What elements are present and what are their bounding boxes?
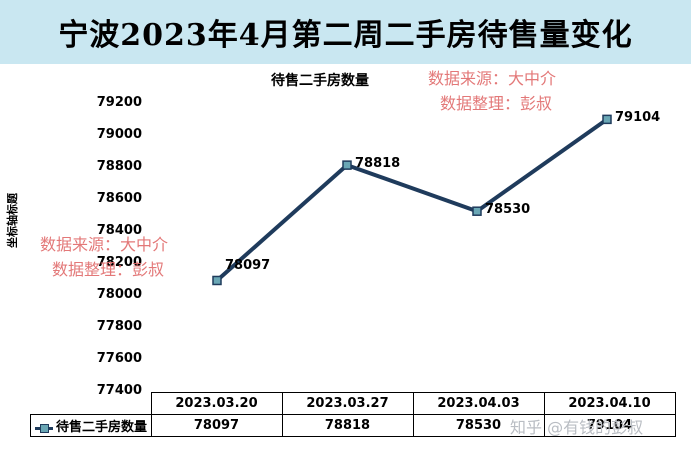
y-tick-label: 78200 (96, 255, 142, 270)
data-table-cell: 78097 (150, 414, 283, 437)
watermark-line: 数据来源：大中介 (428, 69, 557, 88)
legend-entry: 待售二手房数量 (30, 414, 152, 437)
data-table: 2023.03.20 2023.03.27 2023.04.03 2023.04… (30, 392, 676, 437)
zhihu-watermark: 知乎 @有钱的彭叔 (510, 418, 644, 437)
data-label: 78530 (485, 202, 531, 218)
data-label: 78097 (225, 258, 271, 274)
data-table-row: 待售二手房数量 78097 78818 78530 79104 (30, 414, 676, 437)
legend-label: 待售二手房数量 (56, 420, 148, 435)
y-tick-label: 79200 (96, 95, 142, 110)
y-tick-label: 78800 (96, 159, 142, 174)
y-tick-label: 79000 (96, 127, 142, 142)
data-table-header: 2023.04.10 (543, 392, 676, 415)
y-tick-label: 78600 (96, 191, 142, 206)
data-table-header: 2023.04.03 (412, 392, 545, 415)
data-point-marker (342, 160, 352, 170)
data-label: 79104 (615, 110, 661, 126)
watermark-left: 数据来源：大中介 数据整理：彭叔 (40, 232, 168, 282)
data-table-corner (30, 392, 152, 415)
watermark-line: 数据整理：彭叔 (52, 260, 165, 279)
data-point-marker (602, 114, 612, 125)
data-table-header: 2023.03.27 (281, 392, 414, 415)
legend-line-marker-icon (35, 423, 53, 433)
data-label: 78818 (355, 156, 401, 172)
data-point-marker (212, 275, 222, 286)
data-table-cell: 78530 (412, 414, 545, 437)
series-line (215, 117, 609, 282)
watermark-right: 数据来源：大中介 数据整理：彭叔 (428, 66, 556, 116)
watermark-line: 数据来源：大中介 (40, 235, 169, 254)
y-tick-label: 77600 (96, 351, 142, 366)
y-tick-label: 77800 (96, 319, 142, 334)
data-point-marker (472, 206, 482, 216)
chart-title: 待售二手房数量 (271, 73, 369, 89)
data-table-header-row: 2023.03.20 2023.03.27 2023.04.03 2023.04… (30, 392, 676, 415)
watermark-line: 数据整理：彭叔 (440, 94, 553, 113)
y-tick-label: 78000 (96, 287, 142, 302)
title-banner: 宁波2023年4月第二周二手房待售量变化 (0, 0, 691, 64)
page-title: 宁波2023年4月第二周二手房待售量变化 (58, 18, 633, 53)
data-table-header: 2023.03.20 (150, 392, 283, 415)
data-table-cell: 79104 (543, 414, 676, 437)
data-table-cell: 78818 (281, 414, 414, 437)
y-tick-label: 78400 (96, 223, 142, 238)
